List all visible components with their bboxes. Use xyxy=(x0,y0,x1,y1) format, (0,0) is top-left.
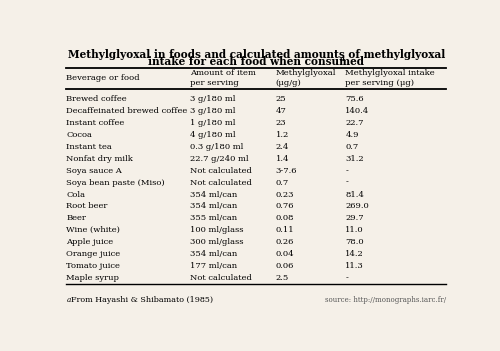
Text: Apple juice: Apple juice xyxy=(66,238,114,246)
Text: Decaffeinated brewed coffee: Decaffeinated brewed coffee xyxy=(66,107,188,115)
Text: 11.0: 11.0 xyxy=(346,226,364,234)
Text: a: a xyxy=(66,296,71,304)
Text: 4 g/180 ml: 4 g/180 ml xyxy=(190,131,236,139)
Text: 0.11: 0.11 xyxy=(276,226,294,234)
Text: 0.7: 0.7 xyxy=(346,143,358,151)
Text: 22.7 g/240 ml: 22.7 g/240 ml xyxy=(190,155,249,163)
Text: From Hayashi & Shibamato (1985): From Hayashi & Shibamato (1985) xyxy=(72,296,214,304)
Text: Brewed coffee: Brewed coffee xyxy=(66,95,127,104)
Text: Wine (white): Wine (white) xyxy=(66,226,120,234)
Text: 22.7: 22.7 xyxy=(346,119,364,127)
Text: 269.0: 269.0 xyxy=(346,203,369,211)
Text: 2.5: 2.5 xyxy=(276,274,289,282)
Text: 355 ml/can: 355 ml/can xyxy=(190,214,238,222)
Text: Soya bean paste (Miso): Soya bean paste (Miso) xyxy=(66,179,165,187)
Text: Amount of item
per serving: Amount of item per serving xyxy=(190,69,256,87)
Text: 140.4: 140.4 xyxy=(346,107,370,115)
Text: Tomato juice: Tomato juice xyxy=(66,262,120,270)
Text: Cola: Cola xyxy=(66,191,86,199)
Text: Not calculated: Not calculated xyxy=(190,274,252,282)
Text: Methylglyoxal intake
per serving (μg): Methylglyoxal intake per serving (μg) xyxy=(346,69,435,87)
Text: 25: 25 xyxy=(276,95,286,104)
Text: Cocoa: Cocoa xyxy=(66,131,92,139)
Text: 354 ml/can: 354 ml/can xyxy=(190,203,238,211)
Text: 1.2: 1.2 xyxy=(276,131,289,139)
Text: Methylglyoxal
(μg/g): Methylglyoxal (μg/g) xyxy=(276,69,336,87)
Text: Maple syrup: Maple syrup xyxy=(66,274,120,282)
Text: 1 g/180 ml: 1 g/180 ml xyxy=(190,119,236,127)
Text: 0.76: 0.76 xyxy=(276,203,294,211)
Text: source: http://monographs.iarc.fr/: source: http://monographs.iarc.fr/ xyxy=(325,296,446,304)
Text: 31.2: 31.2 xyxy=(346,155,364,163)
Text: 11.3: 11.3 xyxy=(346,262,364,270)
Text: 14.2: 14.2 xyxy=(346,250,364,258)
Text: 0.08: 0.08 xyxy=(276,214,294,222)
Text: 23: 23 xyxy=(276,119,286,127)
Text: 3 g/180 ml: 3 g/180 ml xyxy=(190,95,236,104)
Text: Methylglyoxal in foods and calculated amounts of methylglyoxal: Methylglyoxal in foods and calculated am… xyxy=(68,49,445,60)
Text: 78.0: 78.0 xyxy=(346,238,364,246)
Text: 354 ml/can: 354 ml/can xyxy=(190,191,238,199)
Text: 81.4: 81.4 xyxy=(346,191,364,199)
Text: 0.06: 0.06 xyxy=(276,262,294,270)
Text: Instant tea: Instant tea xyxy=(66,143,112,151)
Text: 0.7: 0.7 xyxy=(276,179,289,187)
Text: Root beer: Root beer xyxy=(66,203,108,211)
Text: Not calculated: Not calculated xyxy=(190,179,252,187)
Text: 47: 47 xyxy=(276,107,286,115)
Text: 29.7: 29.7 xyxy=(346,214,364,222)
Text: 3-7.6: 3-7.6 xyxy=(276,167,297,175)
Text: intake for each food when consumed: intake for each food when consumed xyxy=(148,57,364,67)
Text: 177 ml/can: 177 ml/can xyxy=(190,262,238,270)
Text: Not calculated: Not calculated xyxy=(190,167,252,175)
Text: a: a xyxy=(340,55,344,63)
Text: 75.6: 75.6 xyxy=(346,95,364,104)
Text: Beverage or food: Beverage or food xyxy=(66,74,140,82)
Text: 0.23: 0.23 xyxy=(276,191,294,199)
Text: 100 ml/glass: 100 ml/glass xyxy=(190,226,244,234)
Text: 354 ml/can: 354 ml/can xyxy=(190,250,238,258)
Text: 0.3 g/180 ml: 0.3 g/180 ml xyxy=(190,143,244,151)
Text: Soya sauce A: Soya sauce A xyxy=(66,167,122,175)
Text: -: - xyxy=(346,274,348,282)
Text: 300 ml/glass: 300 ml/glass xyxy=(190,238,244,246)
Text: Nonfat dry milk: Nonfat dry milk xyxy=(66,155,133,163)
Text: 0.26: 0.26 xyxy=(276,238,294,246)
Text: Orange juice: Orange juice xyxy=(66,250,120,258)
Text: 0.04: 0.04 xyxy=(276,250,294,258)
Text: Beer: Beer xyxy=(66,214,86,222)
Text: 3 g/180 ml: 3 g/180 ml xyxy=(190,107,236,115)
Text: 4.9: 4.9 xyxy=(346,131,359,139)
Text: -: - xyxy=(346,179,348,187)
Text: Instant coffee: Instant coffee xyxy=(66,119,124,127)
Text: 1.4: 1.4 xyxy=(276,155,289,163)
Text: -: - xyxy=(346,167,348,175)
Text: 2.4: 2.4 xyxy=(276,143,289,151)
